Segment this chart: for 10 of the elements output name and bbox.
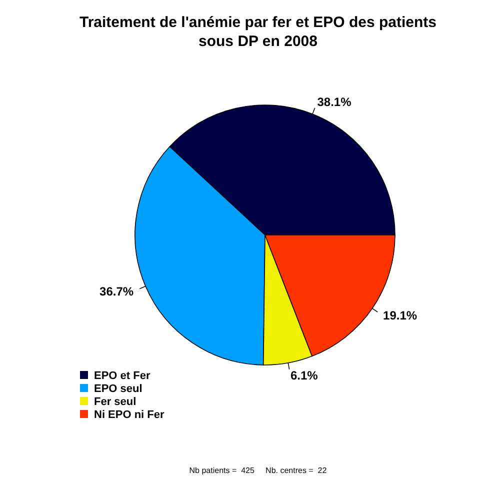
data-label: 6.1%: [290, 368, 318, 383]
data-label: 19.1%: [383, 308, 418, 323]
legend-label: EPO et Fer: [94, 370, 151, 382]
legend-label: EPO seul: [94, 383, 142, 395]
text: Nb patients = 425 Nb. centres = 22: [189, 466, 328, 475]
data-label: 38.1%: [317, 94, 352, 109]
data-label: 36.7%: [100, 284, 134, 298]
chart-title: Traitement de l'anémie par fer et EPO des patients sous DP en 2008: [79, 14, 437, 50]
legend-label: Ni EPO ni Fer: [94, 409, 166, 421]
legend-label: Fer seul: [94, 396, 136, 408]
